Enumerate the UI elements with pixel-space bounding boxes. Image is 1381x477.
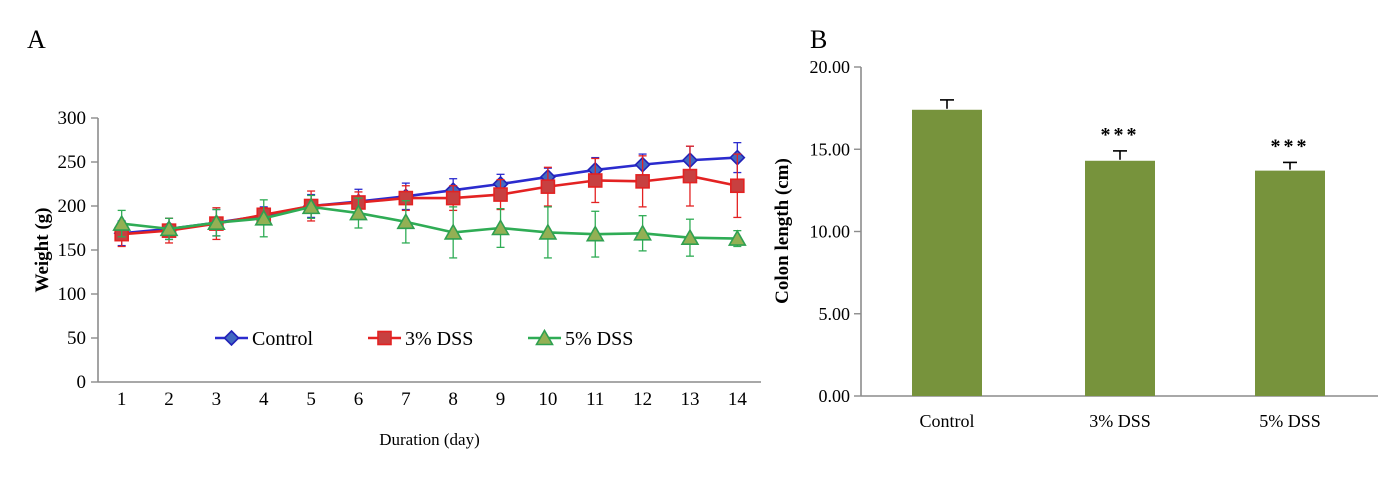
data-point-marker [443, 223, 463, 240]
x-tick-label: 3 [212, 389, 222, 410]
x-tick-label: 1 [117, 389, 127, 410]
data-point-marker [730, 178, 745, 194]
y-tick-label: 15.00 [810, 139, 851, 159]
data-point-marker [491, 218, 510, 236]
legend-label: 5% DSS [565, 328, 633, 350]
legend-marker [223, 329, 240, 347]
data-point-marker [349, 203, 368, 221]
x-tick-label: 12 [633, 389, 652, 410]
x-tick-label: 6 [354, 389, 364, 410]
data-point-marker [396, 212, 416, 230]
series-5-dss [112, 194, 747, 259]
series-3-dss [114, 145, 745, 248]
y-axis-title: Colon length (cm) [772, 158, 793, 304]
y-tick-label: 5.00 [819, 304, 851, 324]
data-point-marker [301, 197, 321, 215]
x-tick-label: 8 [448, 389, 458, 410]
y-tick-label: 200 [58, 196, 87, 217]
series-line [121, 205, 738, 240]
y-tick-label: 20.00 [810, 57, 851, 77]
panel-b-bar-chart: 0.00 5.00 10.00 15.00 20.00 Colon length (cm)… [772, 57, 1378, 431]
y-tick-label: 50 [67, 328, 86, 349]
data-point-marker [727, 229, 747, 246]
legend-item-control: Control [215, 328, 314, 350]
y-tick-label: 100 [58, 284, 87, 305]
legend-label: Control [252, 328, 314, 350]
x-tick-label: 4 [259, 389, 269, 410]
legend: Control 3% DSS 5% DSS [215, 328, 633, 350]
data-point-marker [585, 225, 605, 242]
x-tick-label: 7 [401, 389, 411, 410]
data-point-marker [682, 168, 698, 184]
bar-5-dss [1255, 170, 1325, 396]
significance-asterisks: *** [1101, 124, 1140, 146]
data-point-marker [159, 219, 179, 237]
y-tick-label: 0 [77, 372, 87, 393]
data-point-marker [207, 213, 226, 231]
legend-item-3-dss: 3% DSS [368, 328, 473, 350]
category-label: 3% DSS [1089, 411, 1151, 431]
category-label: 5% DSS [1259, 411, 1321, 431]
x-tick-label: 2 [164, 389, 174, 410]
x-tick-label: 9 [496, 389, 506, 410]
x-tick-label: 5 [306, 389, 316, 410]
legend-marker [377, 330, 392, 346]
x-tick-label: 10 [538, 389, 557, 410]
y-tick-label: 300 [58, 108, 87, 129]
x-tick-label: 13 [680, 389, 699, 410]
legend-label: 3% DSS [405, 328, 473, 350]
y-tick-label: 0.00 [819, 386, 851, 406]
data-point-marker [587, 173, 603, 188]
data-point-marker [680, 228, 700, 245]
significance-asterisks: *** [1271, 135, 1310, 157]
x-tick-label: 11 [586, 389, 604, 410]
y-tick-label: 150 [58, 240, 87, 261]
y-tick-label: 250 [58, 152, 87, 173]
data-point-marker [254, 209, 274, 226]
legend-item-5-dss: 5% DSS [528, 328, 633, 350]
x-tick-label: 14 [728, 389, 748, 410]
data-point-marker [493, 187, 508, 202]
data-point-marker [540, 179, 556, 194]
bar-control [912, 109, 982, 397]
y-tick-label: 10.00 [810, 222, 851, 242]
legend-marker [535, 328, 554, 346]
data-point-marker [112, 214, 132, 231]
data-point-marker [538, 223, 558, 240]
y-axis-title: Weight (g) [32, 208, 53, 293]
panel-a-letter: A [27, 25, 46, 54]
data-point-marker [445, 190, 461, 206]
data-point-marker [633, 224, 652, 241]
x-axis-title: Duration (day) [379, 430, 480, 449]
panel-b-letter: B [810, 25, 828, 54]
category-label: Control [919, 411, 974, 431]
bar-3-dss [1085, 160, 1155, 396]
data-point-marker [635, 174, 650, 189]
